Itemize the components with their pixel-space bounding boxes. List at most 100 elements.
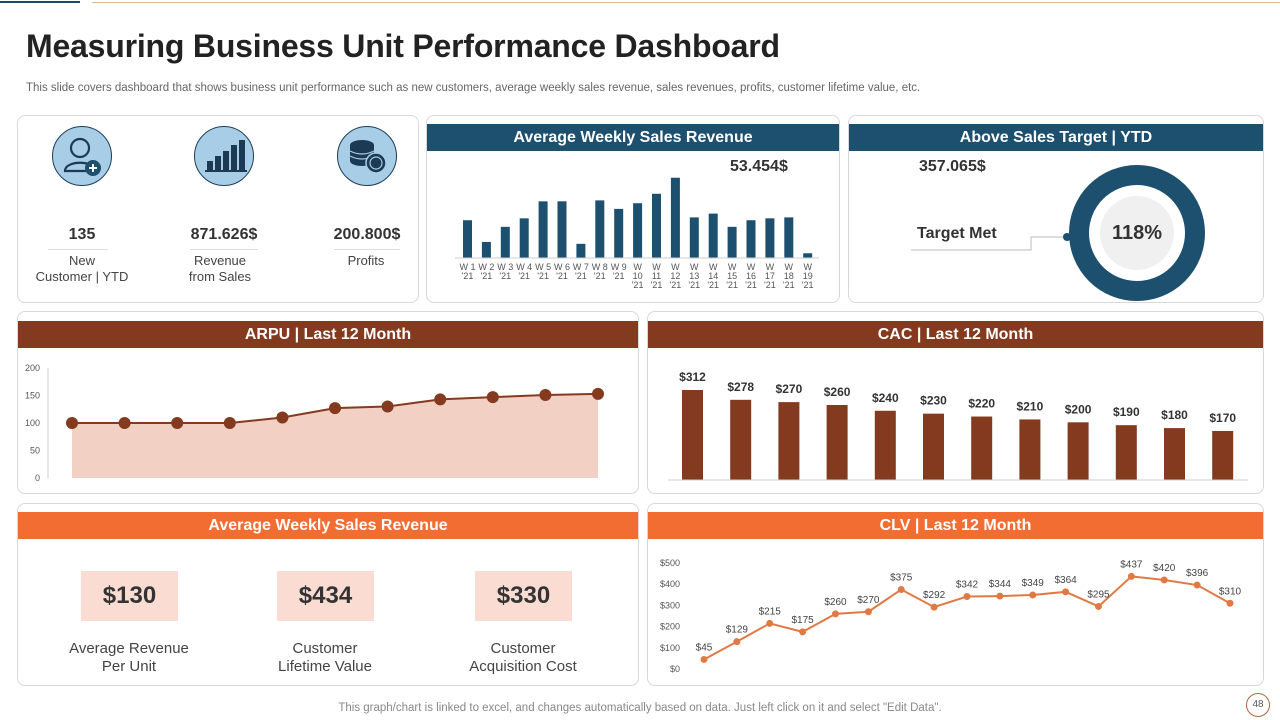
metric-label-line1: Customer [490,640,556,657]
clv-data-label: $396 [1186,568,1209,579]
kpi-divider [190,249,258,250]
clv-data-label: $310 [1219,586,1242,597]
arpu-title: ARPU | Last 12 Month [18,321,638,348]
clv-title: CLV | Last 12 Month [648,512,1263,539]
weekly-tick-label: W [785,262,794,272]
weekly-revenue-chart: W 1'21W 2'21W 3'21W 4'21W 5'21W 6'21W 7'… [455,177,819,290]
cac-bar [1212,430,1234,480]
arpu-y-tick: 150 [25,391,40,401]
clv-data-label: $295 [1087,589,1110,600]
arpu-y-tick: 0 [35,473,40,483]
metric-label-line2: Acquisition Cost [469,658,577,675]
page-number: 48 [1246,693,1270,717]
weekly-tick-label: W [633,262,642,272]
kpi-label-line1: New [68,253,95,268]
weekly-bar [727,226,737,258]
weekly-tick-label: '21 [783,280,795,290]
weekly-tick-label: W 7 [573,262,589,272]
metric-label-line1: Average Revenue [69,640,189,657]
cac-bar [1164,428,1185,480]
clv-y-tick: $400 [660,579,680,589]
clv-point [963,592,971,600]
cac-bar [730,399,752,480]
arpu-point [223,417,236,429]
weekly-tick-label: '21 [613,271,625,281]
clv-data-label: $45 [696,642,713,653]
kpi-profits-label: Profits [301,253,431,269]
clv-point [897,586,905,593]
arpu-chart: 0 50 100 150 200 [25,363,604,483]
weekly-tick-label: W [728,262,737,272]
weekly-tick-label: '21 [764,280,776,290]
cac-data-label: $170 [1209,411,1236,425]
weekly-revenue-title: Average Weekly Sales Revenue [427,124,839,151]
kpi-divider [334,249,400,250]
cac-data-label: $230 [920,394,947,408]
metric-cac-value: $330 [475,571,572,621]
kpi-new-customer-label: New Customer | YTD [17,253,147,285]
clv-point [733,638,741,646]
cac-data-label: $180 [1161,408,1188,422]
weekly-bar [538,201,548,258]
clv-data-label: $364 [1055,575,1078,586]
weekly-revenue-panel: Average Weekly Sales Revenue 53.454$ W 1… [426,115,840,303]
cac-title: CAC | Last 12 Month [648,321,1263,348]
cac-bar [1067,422,1089,480]
arpu-point [592,387,604,400]
clv-data-label: $420 [1153,563,1176,574]
clv-data-label: $175 [792,615,815,626]
kpi-label-line2: Customer | YTD [35,269,129,284]
metric-cac-label: Customer Acquisition Cost [443,640,603,676]
metric-clv-value: $434 [277,571,374,621]
weekly-tick-label: W 3 [497,262,513,272]
arpu-y-tick: 50 [30,446,40,456]
cac-data-label: $260 [824,385,851,399]
weekly-tick-label: '21 [707,280,719,290]
weekly-tick-label: W 9 [611,262,627,272]
weekly-bar [463,220,472,258]
weekly-tick-label: '21 [537,271,549,281]
clv-point [1127,572,1135,580]
weekly-tick-label: W [652,262,661,272]
cac-chart: $312 $278 $270 $260 $240 $230 $220 $210 $200 $190… [668,370,1248,481]
cac-bar [923,413,944,480]
coins-icon [337,126,397,186]
weekly-tick-label: W [803,262,812,272]
weekly-tick-label: '21 [688,280,700,290]
weekly-tick-label: 18 [784,271,794,281]
arpu-point [539,388,552,401]
metric-label-line1: Customer [292,640,358,657]
weekly-tick-label: 11 [652,271,661,281]
cac-bar [971,416,993,480]
weekly-tick-label: '21 [670,280,682,290]
arpu-point [66,417,78,429]
metrics-title: Average Weekly Sales Revenue [18,512,638,539]
footer-note: This graph/chart is linked to excel, and… [338,702,942,714]
arpu-area [72,393,598,478]
weekly-tick-label: '21 [518,271,530,281]
kpi-profits-value: 200.800$ [333,226,401,243]
arpu-point [381,400,394,413]
weekly-tick-label: W [766,262,775,272]
weekly-bar [519,218,529,258]
weekly-tick-label: W 5 [535,262,551,272]
weekly-tick-label: '21 [481,271,493,281]
clv-point [930,603,938,611]
target-percent: 118% [1111,222,1163,244]
metric-arpu-label: Average Revenue Per Unit [49,640,209,676]
target-donut [1069,165,1205,301]
clv-chart: $0 $100 $200 $300 $400 $500 $45 $129 $215 $175 $26… [660,558,1242,674]
clv-data-label: $342 [956,579,979,590]
weekly-bar [481,241,491,258]
weekly-tick-label: 15 [727,271,737,281]
weekly-bar [708,213,718,258]
weekly-bar [784,217,794,258]
weekly-tick-label: W [709,262,718,272]
weekly-tick-label: W 6 [554,262,570,272]
arpu-point [486,391,499,404]
weekly-bar [670,177,680,258]
weekly-tick-label: 14 [708,271,718,281]
weekly-bar [557,201,567,258]
weekly-bar [689,217,699,258]
cac-data-label: $220 [968,397,995,411]
